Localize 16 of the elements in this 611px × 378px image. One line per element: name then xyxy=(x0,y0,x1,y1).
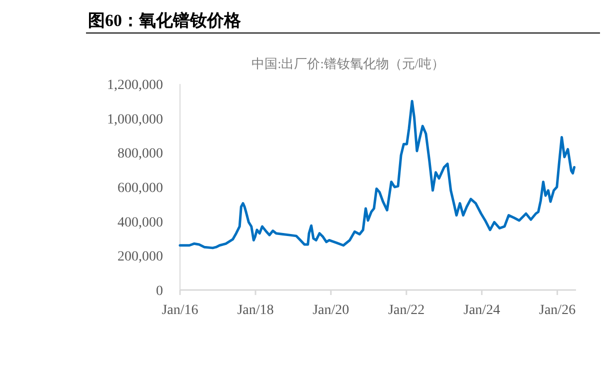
y-tick-label: 0 xyxy=(156,284,163,299)
chart-subtitle: 中国:出厂价:镨钕氧化物（元/吨） xyxy=(252,56,444,71)
line-series xyxy=(178,100,576,250)
x-tick-label: Jan/24 xyxy=(464,303,500,318)
chart-title: 图60：氧化镨钕价格 xyxy=(88,11,242,30)
y-tick-label: 1,200,000 xyxy=(107,78,163,93)
x-tick-label: Jan/22 xyxy=(388,303,425,318)
x-tick-label: Jan/26 xyxy=(539,303,576,318)
x-tick-label: Jan/18 xyxy=(237,303,274,318)
y-tick-label: 1,000,000 xyxy=(107,112,163,128)
x-tick-label: Jan/16 xyxy=(162,303,198,318)
y-tick-label: 600,000 xyxy=(118,181,163,196)
y-tick-label: 200,000 xyxy=(118,250,163,265)
y-tick-label: 800,000 xyxy=(118,146,163,162)
x-tick-label: Jan/20 xyxy=(312,303,350,318)
y-tick-label: 400,000 xyxy=(118,215,163,230)
